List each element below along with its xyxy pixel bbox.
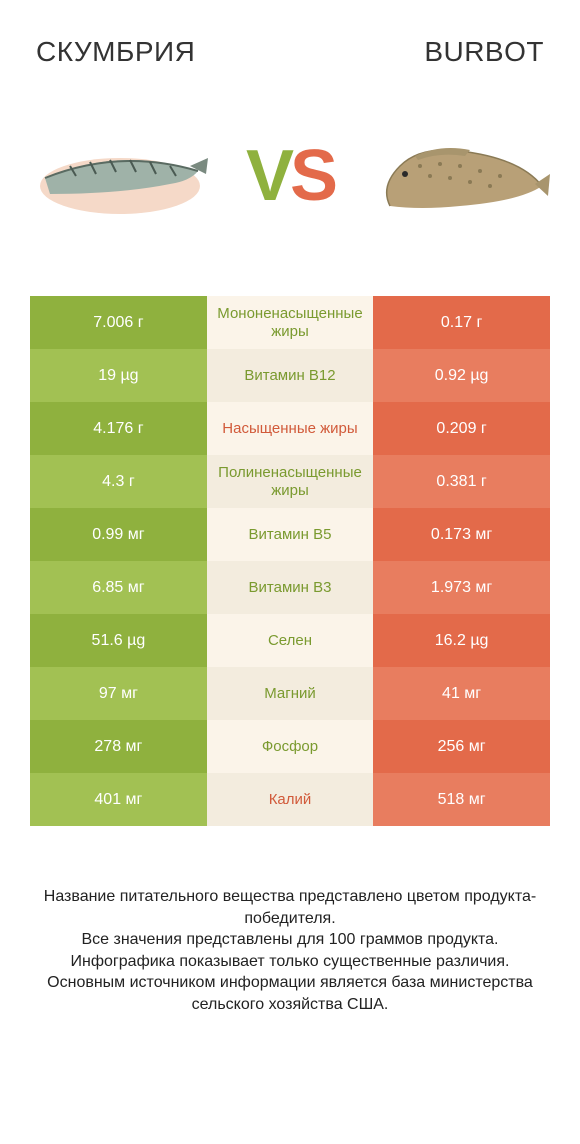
- vs-s: S: [290, 135, 334, 217]
- left-value: 4.176 г: [30, 402, 207, 455]
- hero-row: VS: [30, 96, 550, 256]
- right-value: 518 мг: [373, 773, 550, 826]
- left-value: 0.99 мг: [30, 508, 207, 561]
- table-row: 6.85 мгВитамин B31.973 мг: [30, 561, 550, 614]
- table-row: 19 µgВитамин B120.92 µg: [30, 349, 550, 402]
- table-row: 401 мгКалий518 мг: [30, 773, 550, 826]
- nutrient-name: Селен: [207, 614, 373, 667]
- left-value: 4.3 г: [30, 455, 207, 508]
- right-value: 0.173 мг: [373, 508, 550, 561]
- left-value: 278 мг: [30, 720, 207, 773]
- left-title: Скумбрия: [36, 36, 195, 68]
- right-value: 1.973 мг: [373, 561, 550, 614]
- vs-v: V: [246, 135, 290, 217]
- table-row: 278 мгФосфор256 мг: [30, 720, 550, 773]
- footer-line: Все значения представлены для 100 граммо…: [36, 929, 544, 951]
- left-value: 19 µg: [30, 349, 207, 402]
- right-value: 256 мг: [373, 720, 550, 773]
- nutrient-name: Фосфор: [207, 720, 373, 773]
- footer-line: Название питательного вещества представл…: [36, 886, 544, 929]
- vs-label: VS: [246, 135, 334, 217]
- footer-line: Основным источником информации является …: [36, 972, 544, 1015]
- left-value: 6.85 мг: [30, 561, 207, 614]
- right-value: 0.17 г: [373, 296, 550, 349]
- left-value: 51.6 µg: [30, 614, 207, 667]
- nutrition-table: 7.006 гМононенасыщенные жиры0.17 г19 µgВ…: [30, 296, 550, 826]
- nutrient-name: Калий: [207, 773, 373, 826]
- table-row: 7.006 гМононенасыщенные жиры0.17 г: [30, 296, 550, 349]
- left-value: 401 мг: [30, 773, 207, 826]
- left-value: 97 мг: [30, 667, 207, 720]
- left-value: 7.006 г: [30, 296, 207, 349]
- left-product-image: [30, 116, 210, 236]
- nutrient-name: Витамин B12: [207, 349, 373, 402]
- title-row: Скумбрия Burbot: [30, 36, 550, 68]
- nutrient-name: Мононенасыщенные жиры: [207, 296, 373, 349]
- right-product-image: [370, 116, 550, 236]
- right-value: 16.2 µg: [373, 614, 550, 667]
- table-row: 97 мгМагний41 мг: [30, 667, 550, 720]
- table-row: 51.6 µgСелен16.2 µg: [30, 614, 550, 667]
- right-value: 0.92 µg: [373, 349, 550, 402]
- footer-line: Инфографика показывает только существенн…: [36, 951, 544, 973]
- table-row: 4.3 гПолиненасыщенные жиры0.381 г: [30, 455, 550, 508]
- right-value: 0.381 г: [373, 455, 550, 508]
- right-title: Burbot: [424, 36, 544, 68]
- table-row: 4.176 гНасыщенные жиры0.209 г: [30, 402, 550, 455]
- table-row: 0.99 мгВитамин B50.173 мг: [30, 508, 550, 561]
- nutrient-name: Магний: [207, 667, 373, 720]
- nutrient-name: Витамин B5: [207, 508, 373, 561]
- nutrient-name: Насыщенные жиры: [207, 402, 373, 455]
- nutrient-name: Витамин B3: [207, 561, 373, 614]
- footer-note: Название питательного вещества представл…: [30, 886, 550, 1016]
- right-value: 0.209 г: [373, 402, 550, 455]
- right-value: 41 мг: [373, 667, 550, 720]
- nutrient-name: Полиненасыщенные жиры: [207, 455, 373, 508]
